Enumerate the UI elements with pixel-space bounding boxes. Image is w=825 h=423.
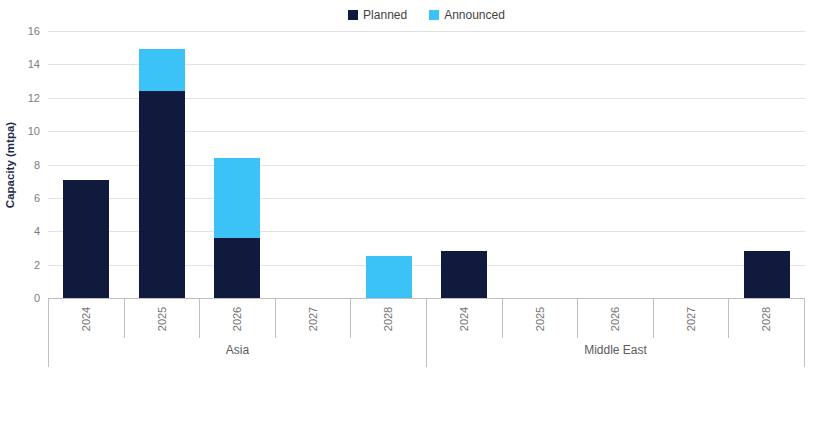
legend-swatch-icon bbox=[348, 10, 358, 20]
x-tick-label-year: 2028 bbox=[383, 306, 395, 330]
x-tick-cell-middle-east-2027: 2027 bbox=[653, 299, 729, 338]
y-tick-label-0: 0 bbox=[0, 291, 40, 305]
y-tick-label-4: 4 bbox=[0, 224, 40, 238]
x-tick-label-year: 2027 bbox=[307, 306, 319, 330]
bar-middle-east-2024-planned bbox=[441, 251, 487, 298]
x-group-label: Asia bbox=[226, 343, 249, 357]
legend-swatch-icon bbox=[429, 10, 439, 20]
y-tick-label-8: 8 bbox=[0, 158, 40, 172]
x-tick-label-year: 2025 bbox=[534, 306, 546, 330]
x-tick-cell-middle-east-2024: 2024 bbox=[426, 299, 502, 338]
x-tick-cell-asia-2026: 2026 bbox=[199, 299, 275, 338]
x-axis-group-row: Asia Middle East bbox=[48, 338, 805, 367]
x-tick-label-year: 2025 bbox=[156, 306, 168, 330]
legend-item-planned: Planned bbox=[348, 8, 407, 22]
bar-asia-2024-planned bbox=[63, 180, 109, 298]
x-group-label: Middle East bbox=[584, 343, 647, 357]
bar-asia-2026-announced bbox=[214, 158, 260, 238]
bar-asia-2026-planned bbox=[214, 238, 260, 298]
plot-area bbox=[48, 31, 805, 298]
x-group-cell-middle-east: Middle East bbox=[426, 338, 805, 367]
x-tick-label-year: 2027 bbox=[685, 306, 697, 330]
bar-asia-2028-announced bbox=[366, 256, 412, 298]
x-tick-label-year: 2024 bbox=[458, 306, 470, 330]
x-group-cell-asia: Asia bbox=[48, 338, 426, 367]
x-tick-label-year: 2028 bbox=[761, 306, 773, 330]
gridline-16 bbox=[48, 31, 805, 32]
chart-legend: Planned Announced bbox=[48, 6, 805, 24]
x-tick-label-year: 2026 bbox=[231, 306, 243, 330]
x-tick-label-year: 2024 bbox=[80, 306, 92, 330]
x-tick-cell-middle-east-2028: 2028 bbox=[728, 299, 805, 338]
legend-item-announced: Announced bbox=[429, 8, 505, 22]
capacity-stacked-bar-chart: PlannedAnnounced Capacity (mtpa) 0246810… bbox=[0, 0, 825, 423]
x-tick-label-year: 2026 bbox=[609, 306, 621, 330]
y-tick-label-6: 6 bbox=[0, 191, 40, 205]
x-tick-cell-middle-east-2025: 2025 bbox=[502, 299, 578, 338]
bar-middle-east-2028-planned bbox=[744, 251, 790, 298]
x-axis-year-row: 2024 2025 2026 2027 2028 2024 2025 2026 2027 2028 bbox=[48, 298, 805, 338]
x-tick-cell-asia-2028: 2028 bbox=[350, 299, 426, 338]
y-tick-label-12: 12 bbox=[0, 91, 40, 105]
x-tick-cell-asia-2024: 2024 bbox=[48, 299, 124, 338]
bar-asia-2025-planned bbox=[139, 91, 185, 298]
legend-label: Planned bbox=[363, 8, 407, 22]
legend-label: Announced bbox=[444, 8, 505, 22]
x-tick-cell-middle-east-2026: 2026 bbox=[577, 299, 653, 338]
x-tick-cell-asia-2025: 2025 bbox=[124, 299, 200, 338]
x-tick-cell-asia-2027: 2027 bbox=[275, 299, 351, 338]
y-tick-label-2: 2 bbox=[0, 258, 40, 272]
y-tick-label-14: 14 bbox=[0, 57, 40, 71]
y-tick-label-16: 16 bbox=[0, 24, 40, 38]
bar-asia-2025-announced bbox=[139, 49, 185, 91]
y-tick-label-10: 10 bbox=[0, 124, 40, 138]
